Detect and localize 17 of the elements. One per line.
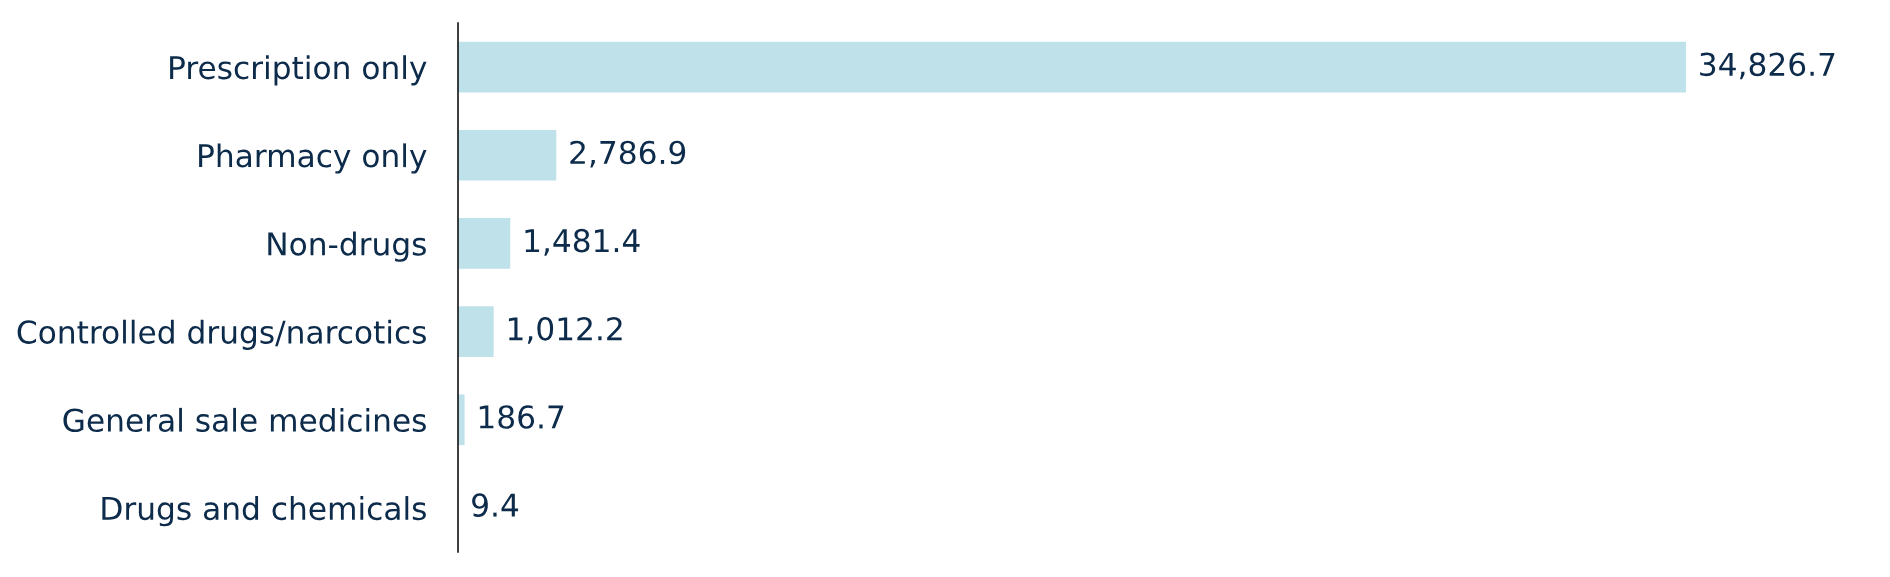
y-tick-label: Pharmacy only <box>199 143 427 174</box>
y-tick-label: Prescription only <box>170 55 427 86</box>
data-label: 34,826.7 <box>1700 52 1835 80</box>
y-tick-label: General sale medicines <box>63 407 426 433</box>
data-label: 1,481.4 <box>525 228 640 256</box>
data-label: 1,012.2 <box>508 317 622 344</box>
bar <box>458 218 511 269</box>
bar <box>458 41 1686 93</box>
bar <box>458 394 465 446</box>
data-label: 9.4 <box>472 493 519 517</box>
y-tick-label: Drugs and chemicals <box>102 496 426 527</box>
bar <box>458 306 494 357</box>
bar <box>458 129 557 181</box>
data-label: 2,786.9 <box>570 140 686 168</box>
y-tick-label: Controlled drugs/narcotics <box>17 319 426 350</box>
data-label: 186.7 <box>479 405 564 429</box>
y-tick-label: Non-drugs <box>268 231 426 262</box>
